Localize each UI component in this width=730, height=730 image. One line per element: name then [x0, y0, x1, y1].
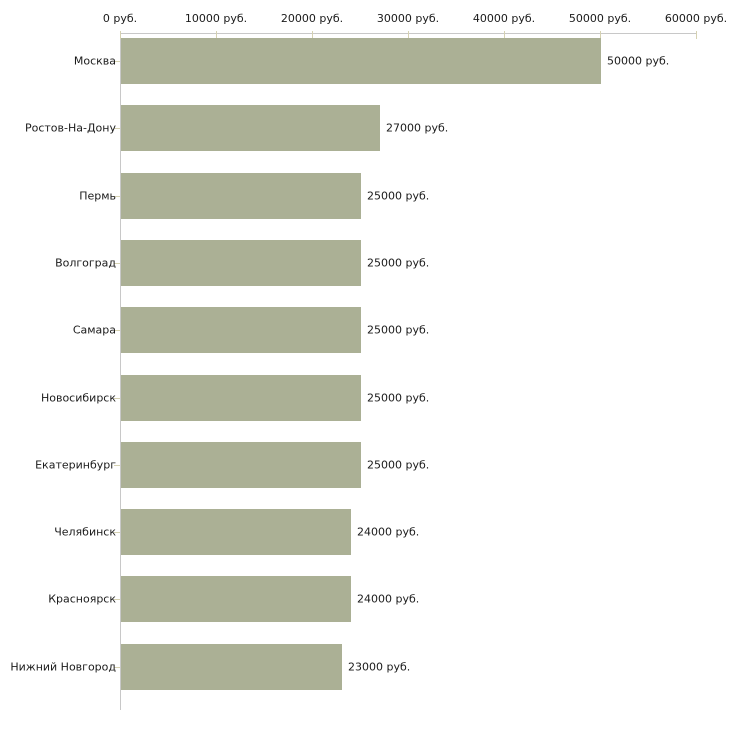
x-axis-tick-label: 0 руб.: [102, 12, 138, 25]
bar: [121, 509, 351, 555]
y-axis-tick-mark: [114, 263, 120, 264]
value-label: 25000 руб.: [367, 458, 430, 472]
bar: [121, 173, 361, 219]
y-axis-tick-mark: [114, 599, 120, 600]
category-label: Екатеринбург: [35, 458, 116, 472]
value-label: 25000 руб.: [367, 256, 430, 270]
y-axis-tick-mark: [114, 196, 120, 197]
y-axis-line: [120, 33, 121, 710]
bar: [121, 375, 361, 421]
y-axis-tick-mark: [114, 128, 120, 129]
category-label: Нижний Новгород: [10, 660, 116, 674]
x-axis-tick-label: 50000 руб.: [568, 12, 632, 25]
category-label: Волгоград: [55, 256, 116, 270]
x-axis-tick-label: 40000 руб.: [472, 12, 536, 25]
x-axis-tick-label: 20000 руб.: [280, 12, 344, 25]
category-label: Красноярск: [48, 592, 116, 606]
y-axis-tick-mark: [114, 465, 120, 466]
y-axis-tick-mark: [114, 532, 120, 533]
bar: [121, 307, 361, 353]
bar: [121, 644, 342, 690]
category-label: Москва: [73, 54, 116, 68]
x-axis-tick-mark: [312, 31, 313, 39]
bar: [121, 442, 361, 488]
x-axis-tick-mark: [216, 31, 217, 39]
bar: [121, 240, 361, 286]
value-label: 25000 руб.: [367, 189, 430, 203]
x-axis-tick-mark: [504, 31, 505, 39]
value-label: 23000 руб.: [348, 660, 411, 674]
category-label: Новосибирск: [40, 391, 116, 404]
x-axis-tick-label: 30000 руб.: [376, 12, 440, 25]
bar: [121, 38, 601, 84]
bar: [121, 105, 380, 151]
x-axis-tick-mark: [120, 31, 121, 39]
y-axis-tick-mark: [114, 398, 120, 399]
y-axis-tick-mark: [114, 330, 120, 331]
category-label: Пермь: [79, 189, 116, 203]
category-label: Самара: [72, 323, 116, 337]
value-label: 50000 руб.: [607, 54, 670, 68]
category-label: Челябинск: [54, 525, 116, 539]
value-label: 24000 руб.: [357, 525, 420, 539]
value-label: 27000 руб.: [386, 121, 449, 135]
y-axis-tick-mark: [114, 667, 120, 668]
bar: [121, 576, 351, 622]
category-label: Ростов-На-Дону: [24, 121, 116, 135]
value-label: 25000 руб.: [367, 323, 430, 337]
x-axis-tick-mark: [696, 31, 697, 39]
y-axis-tick-mark: [114, 61, 120, 62]
x-axis-tick-mark: [600, 31, 601, 39]
x-axis-tick-label: 10000 руб.: [184, 12, 248, 25]
value-label: 24000 руб.: [357, 592, 420, 606]
value-label: 25000 руб.: [367, 391, 430, 404]
x-axis-tick-mark: [408, 31, 409, 39]
x-axis-tick-label: 60000 руб.: [664, 12, 728, 25]
